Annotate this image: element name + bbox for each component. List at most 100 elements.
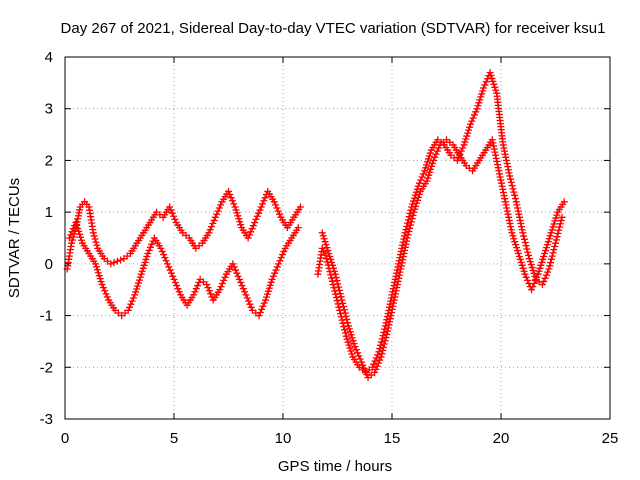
data-point: [89, 229, 97, 237]
data-point: [395, 271, 403, 279]
data-point: [245, 297, 253, 305]
data-point: [505, 213, 513, 221]
data-point: [233, 269, 241, 277]
x-tick-label: 20: [493, 430, 510, 447]
data-point: [457, 147, 465, 155]
data-point: [228, 197, 236, 205]
data-point: [243, 294, 251, 302]
data-point: [435, 144, 443, 152]
data-point: [272, 201, 280, 209]
data-point: [167, 206, 175, 214]
data-point: [342, 312, 350, 320]
data-point: [359, 361, 367, 369]
data-point: [558, 213, 566, 221]
data-point: [531, 276, 539, 284]
data-point: [520, 235, 528, 243]
x-tick-label: 15: [384, 430, 401, 447]
data-point: [275, 260, 283, 268]
data-point: [381, 337, 389, 345]
data-point: [380, 343, 388, 351]
data-point: [408, 215, 416, 223]
data-point: [160, 251, 168, 259]
data-point: [207, 223, 215, 231]
data-point: [499, 141, 507, 149]
data-point: [547, 255, 555, 263]
data-point: [382, 334, 390, 342]
x-axis-label: GPS time / hours: [278, 458, 392, 475]
data-point: [510, 188, 518, 196]
data-point: [247, 303, 255, 311]
data-point: [505, 216, 513, 224]
data-point: [235, 275, 243, 283]
y-tick-label: 2: [45, 152, 53, 169]
data-point: [194, 282, 202, 290]
data-point: [124, 306, 132, 314]
data-point: [249, 222, 257, 230]
data-point: [148, 240, 156, 248]
data-point: [166, 266, 174, 274]
data-point: [65, 234, 73, 242]
data-point: [230, 263, 238, 271]
series-ksu1-trace-b: [65, 218, 302, 320]
data-point: [273, 204, 281, 212]
data-point: [501, 150, 509, 158]
data-point: [253, 212, 261, 220]
data-point: [521, 239, 529, 247]
data-point: [432, 150, 440, 158]
data-point: [528, 286, 536, 294]
data-point: [502, 201, 510, 209]
data-point: [218, 280, 226, 288]
data-point: [371, 368, 379, 376]
data-point: [395, 274, 403, 282]
data-point: [386, 318, 394, 326]
data-point: [256, 206, 264, 214]
data-point: [488, 136, 496, 144]
data-point: [516, 213, 524, 221]
data-point: [356, 355, 364, 363]
data-point: [481, 81, 489, 89]
data-point: [518, 226, 526, 234]
data-point: [257, 203, 265, 211]
data-point: [214, 207, 222, 215]
data-point: [384, 324, 392, 332]
data-point: [344, 319, 352, 327]
data-point: [491, 148, 499, 156]
data-point: [490, 145, 498, 153]
data-point: [396, 268, 404, 276]
data-point: [557, 217, 565, 225]
data-point: [404, 231, 412, 239]
data-point: [504, 166, 512, 174]
data-point: [429, 156, 437, 164]
data-point: [533, 273, 541, 281]
data-point: [165, 263, 173, 271]
data-point: [216, 286, 224, 294]
data-point: [405, 228, 413, 236]
data-point: [273, 263, 281, 271]
data-point: [390, 296, 398, 304]
data-point: [355, 352, 363, 360]
series-ksu1-trace-d: [318, 136, 568, 382]
data-point: [501, 195, 509, 203]
data-point: [343, 315, 351, 323]
data-point: [399, 253, 407, 261]
data-point: [500, 144, 508, 152]
data-point: [211, 213, 219, 221]
data-point: [506, 172, 514, 180]
data-point: [244, 234, 252, 242]
data-point: [374, 359, 382, 367]
data-point: [107, 260, 115, 268]
data-point: [128, 297, 136, 305]
data-point: [271, 269, 279, 277]
data-point: [502, 153, 510, 161]
data-point: [247, 228, 255, 236]
data-point: [513, 201, 521, 209]
data-point: [511, 195, 519, 203]
data-point: [384, 327, 392, 335]
data-point: [174, 285, 182, 293]
data-point: [260, 197, 268, 205]
data-point: [335, 286, 343, 294]
data-point: [255, 312, 263, 320]
data-point: [386, 315, 394, 323]
data-point: [492, 151, 500, 159]
data-point: [68, 228, 76, 236]
